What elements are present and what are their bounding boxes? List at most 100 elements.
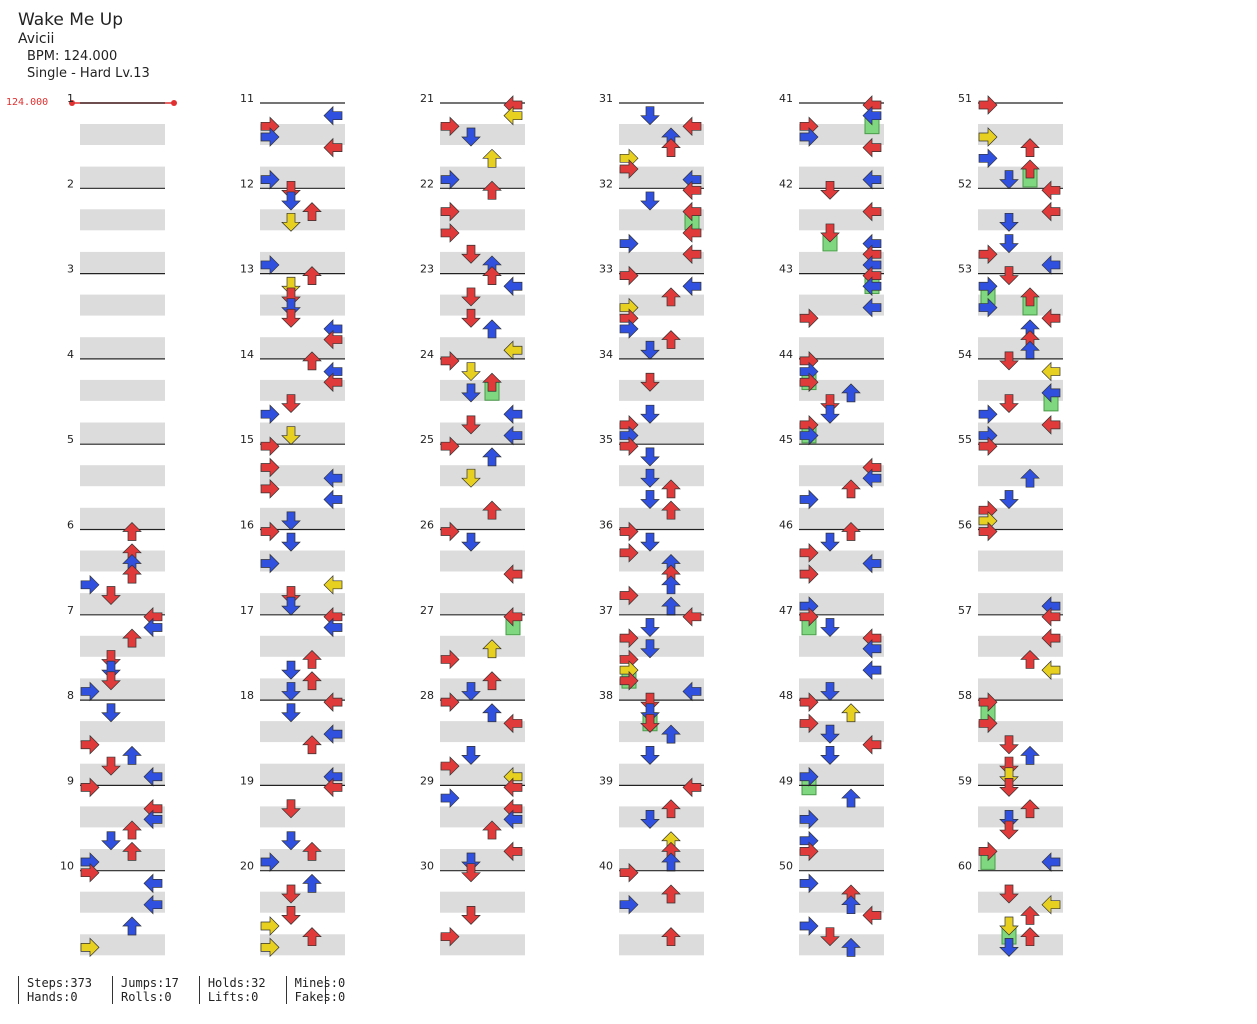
beat-band	[440, 635, 525, 657]
measure-32: 32	[599, 177, 704, 273]
beat-band	[80, 806, 165, 828]
note-arrow	[122, 745, 142, 765]
beat-band	[260, 934, 345, 956]
beat-band	[799, 849, 884, 870]
song-header: Wake Me Up Avicii BPM: 124.000 Single - …	[18, 10, 150, 82]
measure-46: 46	[779, 519, 884, 616]
beat-band	[440, 507, 525, 529]
measure-number: 30	[420, 860, 434, 873]
stat-jumps: Jumps:17	[121, 976, 179, 990]
measure-number: 50	[779, 860, 793, 873]
measure-number: 47	[779, 604, 793, 617]
measure-number: 43	[779, 263, 793, 276]
note-arrow	[1041, 660, 1061, 680]
measure-number: 13	[240, 263, 254, 276]
measure-number: 59	[958, 774, 972, 787]
stats-col-4: Mines:0 Fakes:0	[285, 976, 345, 1004]
measure-51: 51	[958, 92, 1063, 190]
measure-16: 16	[240, 519, 345, 616]
measure-number: 40	[599, 860, 613, 873]
beat-band	[80, 379, 165, 401]
measure-47: 47	[779, 604, 884, 701]
beat-band	[260, 849, 345, 870]
beat-band	[799, 251, 884, 273]
beat-band	[260, 721, 345, 743]
beat-band	[978, 465, 1063, 487]
beat-band	[619, 209, 704, 231]
note-arrow	[323, 575, 343, 595]
measure-59: 59	[958, 774, 1063, 872]
measure-27: 27	[420, 604, 525, 701]
step-chart: 1234567891011121314151617181920212223242…	[60, 92, 1063, 957]
measure-number: 31	[599, 92, 613, 105]
note-arrow	[281, 831, 301, 851]
note-arrow	[640, 106, 660, 126]
beat-band	[619, 593, 704, 615]
measure-number: 20	[240, 860, 254, 873]
note-arrow	[281, 191, 301, 211]
beat-band	[80, 294, 165, 316]
measure-29: 29	[420, 774, 525, 872]
note-arrow	[978, 95, 998, 115]
measure-number: 7	[67, 604, 74, 617]
note-arrow	[841, 788, 861, 808]
beat-band	[80, 763, 165, 785]
measure-52: 52	[958, 177, 1063, 275]
note-arrow	[799, 916, 819, 936]
beat-band	[440, 763, 525, 785]
measure-10: 10	[60, 860, 165, 957]
beat-band	[619, 166, 704, 188]
measure-54: 54	[958, 348, 1063, 446]
beat-band	[440, 550, 525, 572]
beat-band	[799, 635, 884, 657]
note-arrow	[640, 447, 660, 467]
beat-band	[440, 678, 525, 700]
beat-band	[799, 422, 884, 444]
measure-number: 46	[779, 519, 793, 532]
measure-36: 36	[599, 519, 704, 616]
measure-18: 18	[240, 689, 345, 787]
beat-band	[978, 507, 1063, 529]
note-arrow	[482, 148, 502, 168]
beat-band	[260, 209, 345, 231]
note-arrow	[122, 916, 142, 936]
measure-22: 22	[420, 177, 525, 275]
beat-band	[80, 507, 165, 529]
note-arrow	[503, 276, 523, 296]
song-bpm: BPM: 124.000	[27, 49, 118, 64]
beat-band	[799, 550, 884, 572]
measure-40: 40	[599, 860, 704, 956]
beat-band	[619, 124, 704, 145]
measure-28: 28	[420, 689, 525, 787]
measure-number: 55	[958, 433, 972, 446]
measure-number: 44	[779, 348, 793, 361]
beat-band	[978, 721, 1063, 743]
measure-31: 31	[599, 92, 704, 190]
beat-band	[978, 209, 1063, 231]
note-arrow	[820, 404, 840, 424]
measure-1: 1	[67, 92, 165, 188]
measure-30: 30	[420, 860, 525, 956]
beat-band	[799, 934, 884, 956]
note-arrow	[978, 404, 998, 424]
note-arrow	[682, 276, 702, 296]
measure-3: 3	[67, 263, 165, 359]
measure-number: 34	[599, 348, 613, 361]
beat-band	[80, 635, 165, 657]
note-arrow	[862, 660, 882, 680]
beat-band	[978, 806, 1063, 828]
beat-band	[440, 294, 525, 316]
beat-band	[260, 678, 345, 700]
note-arrow	[260, 916, 280, 936]
beat-band	[260, 465, 345, 487]
measure-number: 54	[958, 348, 972, 361]
beat-band	[619, 934, 704, 956]
note-arrow	[260, 404, 280, 424]
beat-band	[799, 379, 884, 401]
measure-number: 39	[599, 774, 613, 787]
measure-50: 50	[779, 860, 884, 957]
measure-4: 4	[67, 348, 165, 444]
measure-number: 41	[779, 92, 793, 105]
beat-band	[978, 166, 1063, 188]
measure-57: 57	[958, 604, 1063, 700]
